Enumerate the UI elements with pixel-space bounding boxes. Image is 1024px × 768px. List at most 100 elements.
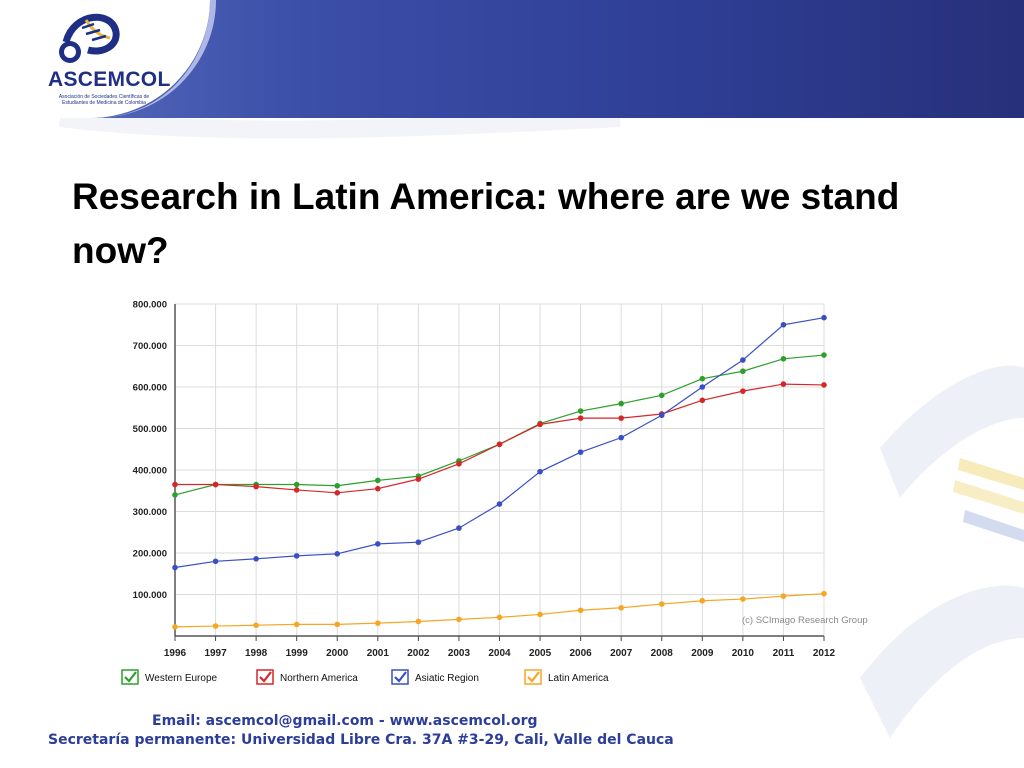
data-point-latin-america	[456, 616, 462, 623]
data-point-asiatic-region	[456, 525, 462, 531]
x-tick-label: 2011	[773, 648, 795, 659]
data-point-asiatic-region	[375, 541, 381, 547]
data-point-western-europe	[780, 355, 787, 362]
x-tick-label: 2009	[691, 648, 714, 659]
y-tick-label: 700.000	[133, 341, 167, 352]
data-point-northern-america	[253, 483, 259, 490]
data-point-northern-america	[577, 415, 584, 421]
legend-label: Latin America	[548, 673, 609, 684]
footer: Email: ascemcol@gmail.com - www.ascemcol…	[48, 712, 748, 750]
x-tick-label: 1997	[204, 648, 227, 659]
x-tick-label: 1996	[164, 648, 187, 659]
data-point-latin-america	[253, 622, 259, 629]
data-point-northern-america	[740, 388, 746, 394]
data-point-asiatic-region	[740, 357, 746, 363]
data-point-northern-america	[618, 415, 624, 421]
data-point-northern-america	[780, 381, 787, 387]
y-tick-label: 300.000	[133, 507, 167, 518]
data-point-northern-america	[699, 397, 706, 404]
data-point-latin-america	[618, 604, 624, 611]
background-decoration	[58, 118, 1024, 738]
y-tick-label: 500.000	[133, 424, 167, 435]
chart-series	[172, 314, 827, 630]
data-point-asiatic-region	[821, 314, 827, 321]
data-point-asiatic-region	[658, 412, 665, 419]
legend-item-western-europe: Western Europe	[121, 669, 218, 685]
data-point-asiatic-region	[415, 539, 422, 546]
data-point-latin-america	[334, 621, 341, 628]
dna-logo-icon	[59, 13, 120, 63]
check-icon	[259, 671, 272, 683]
data-point-western-europe	[740, 368, 746, 375]
data-point-latin-america	[212, 623, 219, 629]
data-point-asiatic-region	[496, 501, 503, 507]
y-axis-ticks: 100.000 200.000 300.000 400.000 500.000 600.0…	[133, 300, 167, 602]
data-point-western-europe	[658, 392, 665, 399]
data-point-latin-america	[375, 620, 381, 626]
data-point-northern-america	[456, 460, 462, 467]
data-point-western-europe	[577, 408, 584, 414]
data-point-northern-america	[537, 421, 543, 428]
check-icon	[394, 671, 407, 683]
check-icon	[527, 671, 540, 683]
x-tick-label: 2008	[651, 648, 674, 659]
data-point-northern-america	[375, 485, 381, 492]
data-point-western-europe	[375, 477, 381, 484]
legend-item-northern-america: Northern America	[256, 669, 358, 685]
legend-item-latin-america: Latin America	[524, 669, 609, 685]
data-point-asiatic-region	[699, 384, 706, 390]
data-point-northern-america	[496, 441, 503, 448]
chart-grid	[174, 303, 825, 636]
data-point-asiatic-region	[537, 468, 543, 475]
data-point-latin-america	[415, 618, 422, 625]
x-tick-label: 2003	[448, 648, 471, 659]
data-point-asiatic-region	[618, 434, 624, 441]
data-point-latin-america	[496, 614, 503, 621]
y-tick-label: 400.000	[133, 466, 167, 477]
data-point-asiatic-region	[253, 556, 259, 562]
y-tick-label: 600.000	[133, 383, 167, 394]
data-point-northern-america	[172, 481, 178, 488]
data-point-northern-america	[334, 490, 341, 496]
data-point-northern-america	[212, 481, 219, 488]
x-axis-ticks: 1996 1997 1998 1999 2000 2001 2002 2003 2004 2005…	[164, 648, 836, 659]
data-point-western-europe	[293, 481, 300, 488]
data-point-asiatic-region	[293, 553, 300, 559]
slide-title: Research in Latin America: where are we …	[72, 176, 900, 271]
data-point-western-europe	[172, 492, 178, 498]
y-tick-label: 100.000	[133, 590, 167, 601]
legend-label: Western Europe	[145, 673, 218, 684]
chart-watermark: (c) SCImago Research Group	[742, 615, 868, 626]
data-point-northern-america	[821, 382, 827, 388]
line-chart: 100.000 200.000 300.000 400.000 500.000 600.0…	[121, 300, 868, 685]
data-point-northern-america	[293, 487, 300, 493]
x-tick-label: 2010	[732, 648, 755, 659]
data-point-western-europe	[699, 375, 706, 382]
x-tick-label: 2012	[813, 648, 836, 659]
data-point-latin-america	[293, 621, 300, 628]
chart-legend: Western Europe Northern America Asiatic Re…	[121, 669, 609, 685]
data-point-northern-america	[415, 476, 422, 482]
x-tick-label: 2004	[488, 648, 511, 659]
data-point-asiatic-region	[334, 551, 341, 557]
data-point-latin-america	[780, 593, 787, 599]
data-point-western-europe	[618, 400, 624, 407]
data-point-latin-america	[658, 601, 665, 607]
x-tick-label: 2001	[367, 648, 390, 659]
legend-label: Asiatic Region	[415, 673, 479, 684]
x-tick-label: 2006	[570, 648, 593, 659]
footer-contact: Email: ascemcol@gmail.com - www.ascemcol…	[152, 713, 538, 729]
chart-axes	[174, 304, 825, 641]
x-tick-label: 2005	[529, 648, 552, 659]
data-point-western-europe	[821, 352, 827, 358]
data-point-asiatic-region	[212, 558, 219, 565]
x-tick-label: 2000	[326, 648, 349, 659]
data-point-latin-america	[537, 611, 543, 618]
data-point-latin-america	[172, 624, 178, 630]
data-point-latin-america	[740, 596, 746, 602]
y-tick-label: 200.000	[133, 549, 167, 560]
legend-label: Northern America	[280, 673, 358, 684]
x-tick-label: 1998	[245, 648, 268, 659]
logo-subtitle: Asociación de Sociedades Científicas de …	[58, 94, 150, 106]
logo-name: ASCEMCOL	[48, 68, 171, 91]
